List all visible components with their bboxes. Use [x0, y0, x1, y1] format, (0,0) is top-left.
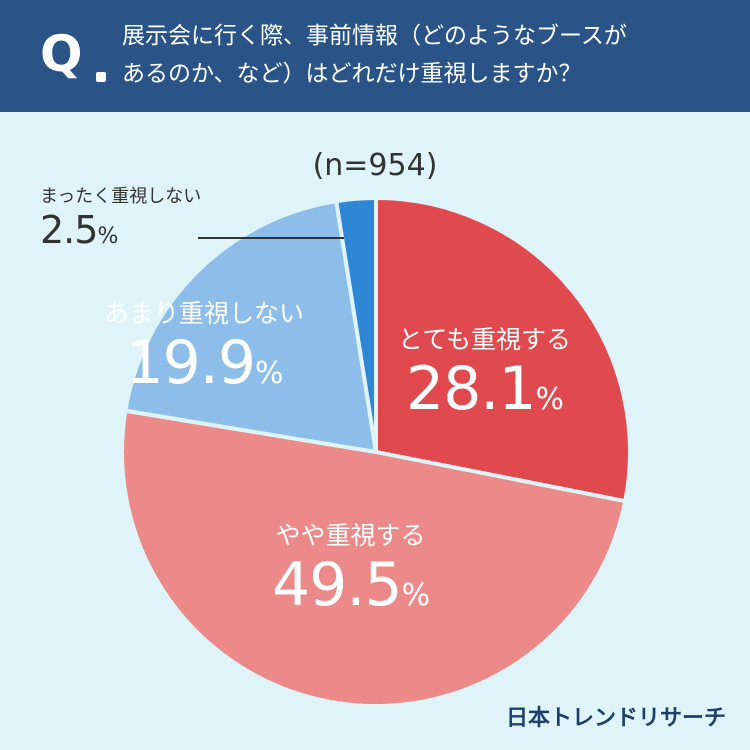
percent-sign: % [255, 356, 283, 391]
slice-somewhat-important [120, 408, 628, 708]
slice-label-somewhat-important: やや重視する 49.5% [272, 516, 430, 629]
percent-sign: % [97, 224, 118, 249]
slice-value-not-important-at-all: 2.5% [40, 208, 201, 259]
slice-name-somewhat-important: やや重視する [275, 521, 426, 550]
brand-logo: 日本トレンドリサーチ [505, 706, 726, 731]
slice-label-very-important: とても重視する 28.1% [398, 320, 571, 433]
slice-value-very-important: 28.1% [398, 356, 571, 433]
slice-not-very-important [123, 199, 378, 454]
percent-sign: % [535, 382, 564, 417]
slice-very-important [374, 196, 632, 504]
slice-name-not-important-at-all: まったく重視しない [40, 186, 202, 207]
slice-number-not-important-at-all: 2.5 [40, 208, 98, 252]
slice-number-not-very-important: 19.9 [125, 328, 256, 398]
question-header: Q 展示会に行く際、事前情報（どのようなブースが あるのか、など）はどれだけ重視… [0, 0, 750, 112]
slice-name-very-important: とても重視する [398, 325, 572, 354]
slice-label-not-important-at-all: まったく重視しない 2.5% [40, 182, 201, 259]
question-text: 展示会に行く際、事前情報（どのようなブースが あるのか、など）はどれだけ重視しま… [122, 17, 627, 93]
sample-size: (n=954) [312, 148, 438, 183]
slice-value-not-very-important: 19.9% [104, 330, 304, 407]
q-dot [96, 72, 106, 82]
slice-number-somewhat-important: 49.5 [272, 550, 403, 620]
slice-name-not-very-important: あまり重視しない [104, 299, 305, 328]
slice-label-not-very-important: あまり重視しない 19.9% [104, 294, 304, 407]
percent-sign: % [401, 578, 430, 613]
slice-not-important-at-all [334, 196, 378, 454]
q-mark: Q [40, 25, 83, 83]
slice-value-somewhat-important: 49.5% [272, 550, 430, 629]
slice-number-very-important: 28.1 [405, 354, 537, 424]
question-line-1: 展示会に行く際、事前情報（どのようなブースが [122, 23, 627, 49]
question-line-2: あるのか、など）はどれだけ重視しますか？ [122, 61, 582, 87]
